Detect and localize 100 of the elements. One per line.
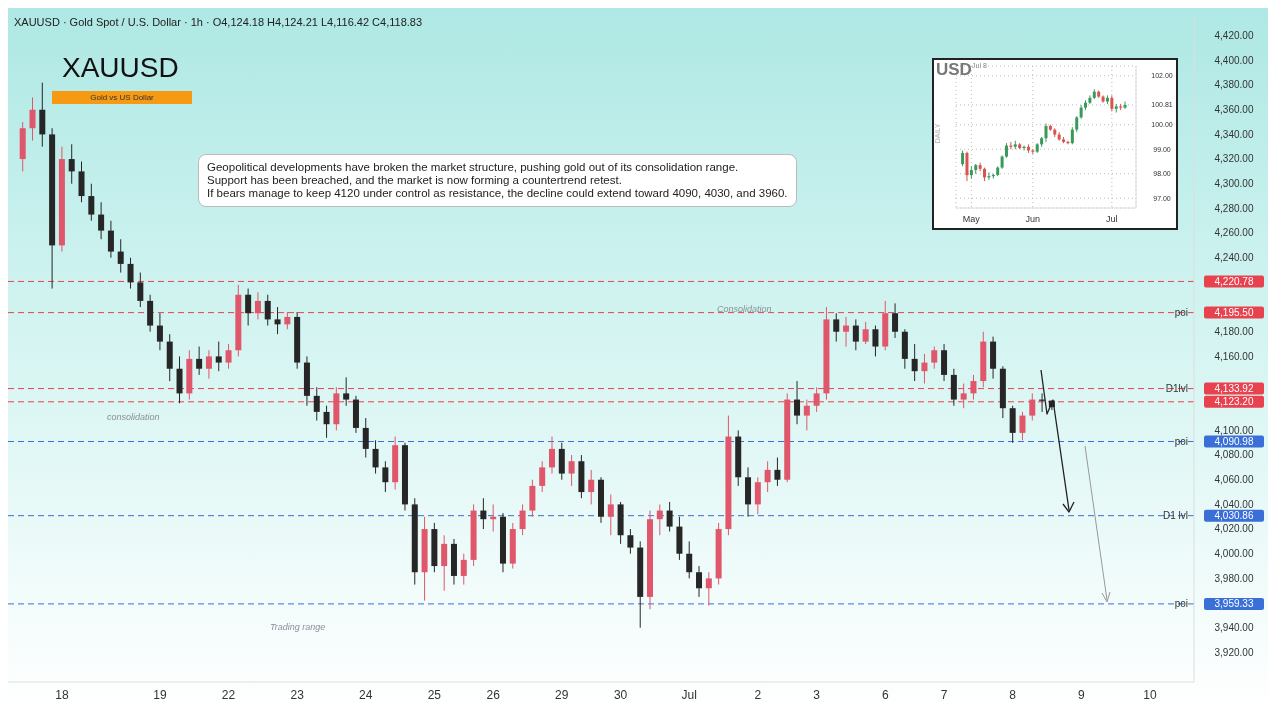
ref-line-label: D1 lvl xyxy=(1162,510,1188,522)
candlestick xyxy=(852,318,859,351)
y-tick-label: 4,420.00 xyxy=(1214,30,1254,42)
candlestick xyxy=(931,346,938,370)
candlestick xyxy=(666,501,673,533)
y-tick-label: 3,920.00 xyxy=(1214,646,1254,658)
candlestick xyxy=(343,376,350,407)
candlestick xyxy=(696,565,703,598)
candlestick xyxy=(656,503,663,536)
y-tick-label: 3,959.33 xyxy=(1214,598,1254,610)
candlestick xyxy=(107,220,114,259)
candlestick xyxy=(813,386,820,413)
y-tick-label: 4,040.00 xyxy=(1214,498,1254,510)
candlestick xyxy=(921,353,928,385)
x-tick-label: 19 xyxy=(153,687,167,702)
candlestick xyxy=(29,96,36,142)
y-tick-label: 4,195.50 xyxy=(1214,306,1254,318)
chart-title: USD xyxy=(936,60,972,80)
x-tick-label: 10 xyxy=(1143,687,1157,702)
candlestick xyxy=(215,341,222,372)
candlestick xyxy=(245,288,252,327)
ref-line-label: poi xyxy=(1174,306,1188,318)
candlestick xyxy=(803,399,810,431)
candlestick xyxy=(323,405,330,439)
candlestick xyxy=(892,302,899,339)
candlestick xyxy=(1019,411,1026,441)
candlestick xyxy=(764,460,771,493)
candlestick xyxy=(960,383,967,409)
y-tick-label: 4,180.00 xyxy=(1214,326,1254,338)
y-tick-label: 4,220.78 xyxy=(1214,275,1254,287)
candlestick xyxy=(117,238,124,274)
x-tick-label: 7 xyxy=(940,687,948,702)
candlestick xyxy=(127,257,134,290)
candlestick xyxy=(862,321,869,345)
candlestick xyxy=(372,439,379,475)
x-tick-label: 8 xyxy=(1009,687,1017,702)
candlestick xyxy=(68,143,75,185)
y-tick-label: 4,160.00 xyxy=(1214,350,1254,362)
y-tick-label: 4,300.00 xyxy=(1214,178,1254,190)
y-tick-label: 4,400.00 xyxy=(1214,54,1254,66)
candlestick xyxy=(705,571,712,607)
y-tick-label: 4,080.00 xyxy=(1214,449,1254,461)
candlestick xyxy=(196,346,203,376)
subtitle-box: Gold vs US Dollar xyxy=(52,91,192,104)
y-tick-label: 4,340.00 xyxy=(1214,128,1254,140)
x-tick-label: Jun xyxy=(1025,214,1041,225)
candlestick xyxy=(1044,123,1048,143)
candlestick xyxy=(382,460,389,493)
candlestick xyxy=(965,151,969,182)
y-tick-label: 4,280.00 xyxy=(1214,202,1254,214)
candlestick xyxy=(872,325,879,357)
y-tick-label: 3,940.00 xyxy=(1214,622,1254,634)
x-tick-label: 2 xyxy=(754,687,762,702)
ref-line-label: poi xyxy=(1174,598,1188,610)
candlestick xyxy=(519,503,526,536)
candlestick xyxy=(225,343,232,370)
y-tick-label: 4,360.00 xyxy=(1214,104,1254,116)
y-tick-label: 4,100.00 xyxy=(1214,424,1254,436)
candlestick xyxy=(568,454,575,487)
candlestick xyxy=(137,272,144,308)
y-tick-label: 4,260.00 xyxy=(1214,227,1254,239)
candlestick xyxy=(88,183,95,222)
candlestick xyxy=(98,201,105,240)
x-tick-label: 6 xyxy=(881,687,889,702)
y-tick-label: 4,020.00 xyxy=(1214,523,1254,535)
candlestick xyxy=(794,380,801,425)
candlestick xyxy=(1029,392,1036,422)
y-tick-label: 4,123.20 xyxy=(1214,396,1254,408)
x-tick-label: May xyxy=(962,214,981,225)
y-tick-label: 3,980.00 xyxy=(1214,572,1254,584)
x-tick-label: 29 xyxy=(555,687,569,702)
candlestick xyxy=(264,294,271,327)
candlestick xyxy=(362,417,369,459)
y-tick-label: 4,240.00 xyxy=(1214,252,1254,264)
candlestick xyxy=(460,553,467,586)
y-tick-label: 4,380.00 xyxy=(1214,79,1254,91)
y-tick-label: 4,030.86 xyxy=(1214,510,1254,522)
candlestick xyxy=(254,291,261,320)
candlestick xyxy=(1123,101,1127,110)
candlestick xyxy=(843,316,850,348)
y-tick-label: 4,133.92 xyxy=(1214,382,1254,394)
candlestick xyxy=(607,494,614,536)
candlestick xyxy=(774,457,781,487)
candlestick xyxy=(686,540,693,579)
y-tick-label: 4,320.00 xyxy=(1214,153,1254,165)
ref-line-label: D1lvl xyxy=(1165,382,1188,394)
candlestick xyxy=(627,528,634,555)
annotation: Consolidation xyxy=(717,304,772,314)
ref-line-label: poi xyxy=(1174,435,1188,447)
x-tick-label: Jul xyxy=(681,687,697,702)
candlestick xyxy=(970,374,977,401)
x-tick-label: 25 xyxy=(427,687,442,702)
candlestick xyxy=(833,312,840,343)
candlestick xyxy=(548,436,555,475)
candlestick xyxy=(156,312,163,351)
candlestick xyxy=(539,460,546,493)
y-tick-label: 4,060.00 xyxy=(1214,474,1254,486)
x-tick-label: 22 xyxy=(221,687,236,702)
candlestick xyxy=(274,306,281,335)
annotation: Geopolitical developments have broken the market structure, pushing gold out of its consolidation range. Support has been breached, and the market is now forming a countertrend retest. If bears manage to keep 4120 under control as resistance, the decline could extend toward 4090, 4030, and 3960. xyxy=(207,161,788,200)
